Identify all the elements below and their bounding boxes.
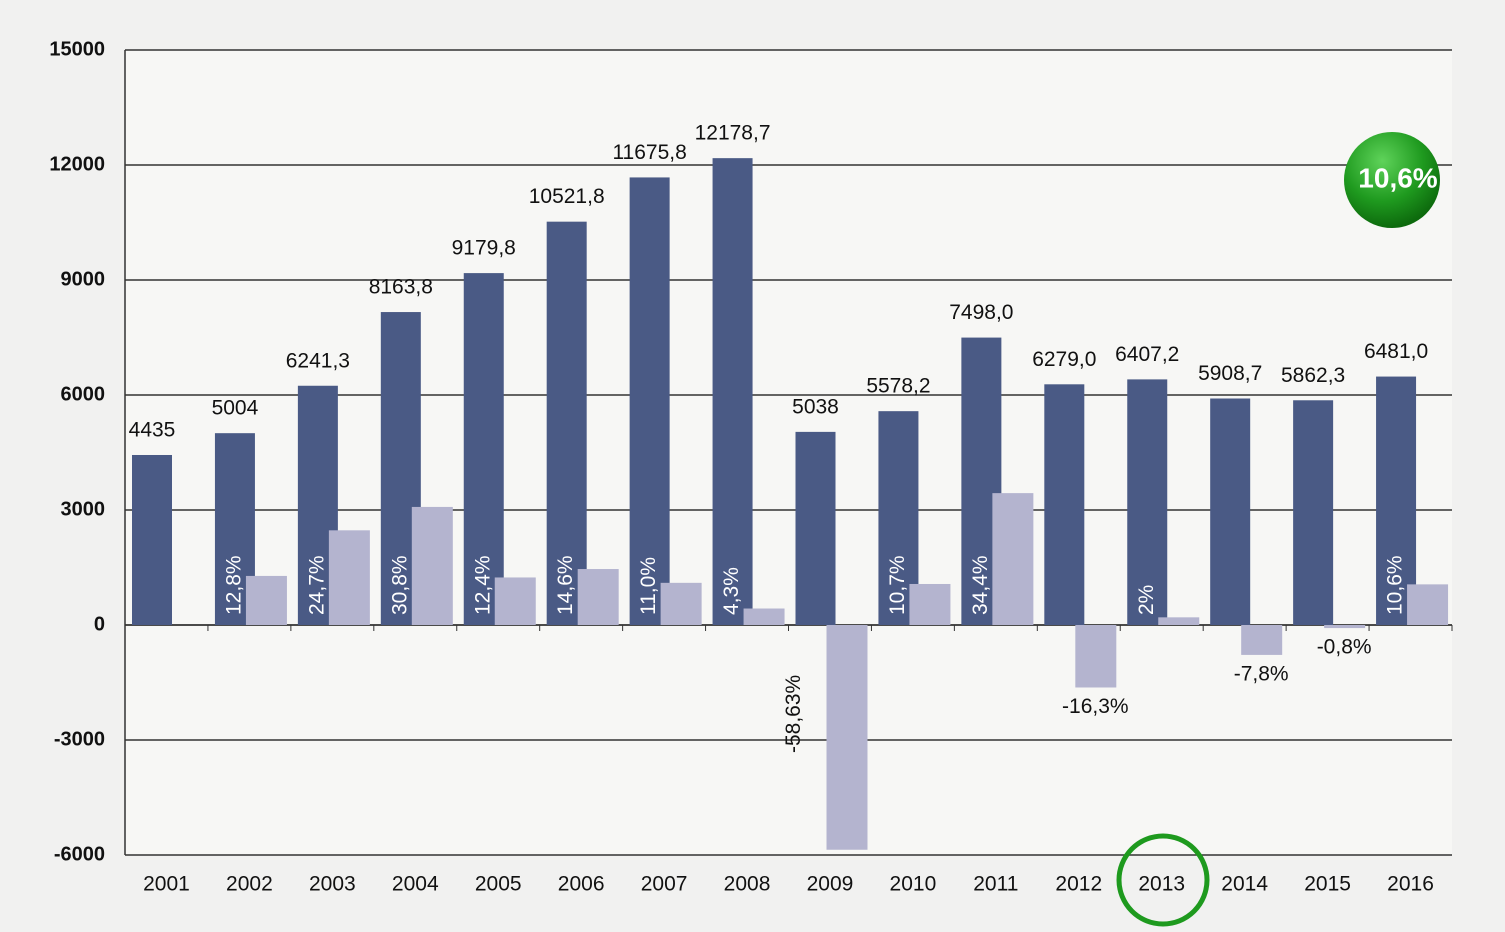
- value-label: -16,3%: [1062, 695, 1129, 718]
- bar: [463, 273, 504, 625]
- bar: [795, 431, 836, 625]
- value-label: 10,7%: [886, 555, 909, 615]
- value-label: 24,7%: [305, 555, 328, 615]
- x-tick-label: 2009: [807, 873, 854, 896]
- x-tick-label: 2007: [641, 873, 688, 896]
- bar: [1158, 617, 1200, 625]
- bar: [328, 530, 370, 625]
- value-label: 11,0%: [637, 557, 660, 615]
- value-label: 9179,8: [452, 237, 516, 260]
- bar: [132, 454, 172, 625]
- y-tick-label: 15000: [49, 38, 105, 60]
- x-tick-label: 2014: [1221, 873, 1268, 896]
- y-tick-label: 6000: [61, 383, 106, 405]
- bar: [1407, 584, 1449, 625]
- x-tick-label: 2011: [973, 873, 1018, 896]
- value-label: -0,8%: [1317, 636, 1372, 659]
- value-label: 6241,3: [286, 349, 350, 372]
- bar: [1210, 398, 1251, 625]
- bar: [1044, 384, 1085, 625]
- value-label: 12,4%: [471, 555, 494, 615]
- bar: [660, 582, 702, 625]
- value-label: -58,63%: [782, 675, 805, 753]
- x-tick-label: 2002: [226, 873, 273, 896]
- x-tick-label: 2008: [724, 873, 771, 896]
- x-tick-label: 2003: [309, 873, 356, 896]
- value-label: 2%: [1135, 585, 1158, 615]
- x-tick-label: 2012: [1055, 873, 1102, 896]
- value-label: 14,6%: [554, 555, 577, 615]
- value-label: 5038: [792, 395, 839, 418]
- badge-label: 10,6%: [1358, 162, 1437, 193]
- bar: [245, 575, 287, 625]
- bar: [743, 608, 785, 625]
- value-label: 5908,7: [1198, 362, 1262, 385]
- bar: [411, 506, 453, 625]
- y-tick-label: 0: [94, 613, 105, 635]
- x-tick-label: 2006: [558, 873, 605, 896]
- bar: [1293, 400, 1334, 625]
- x-tick-label: 2010: [890, 873, 937, 896]
- value-label: 8163,8: [369, 276, 433, 299]
- value-label: 5862,3: [1281, 364, 1345, 387]
- bar: [909, 583, 951, 625]
- value-label: 5004: [212, 397, 259, 420]
- y-tick-label: 9000: [61, 268, 106, 290]
- bar: [712, 158, 753, 625]
- value-label: 7498,0: [949, 301, 1013, 324]
- bar: [494, 577, 536, 625]
- value-label: 10521,8: [529, 185, 605, 208]
- value-label: 11675,8: [612, 141, 686, 164]
- bar: [546, 221, 587, 625]
- value-label: -7,8%: [1234, 662, 1289, 685]
- bar: [992, 493, 1034, 625]
- value-label: 4,3%: [720, 567, 743, 615]
- bar: [1376, 376, 1417, 625]
- x-tick-label: 2016: [1387, 873, 1434, 896]
- x-tick-label: 2005: [475, 873, 522, 896]
- bar: [1324, 625, 1366, 629]
- value-label: 12178,7: [695, 122, 771, 145]
- value-label: 5578,2: [866, 375, 930, 398]
- value-label: 6279,0: [1032, 348, 1096, 371]
- x-tick-label: 2015: [1304, 873, 1351, 896]
- bar: [826, 625, 868, 850]
- y-tick-label: 3000: [61, 498, 106, 520]
- x-tick-label: 2004: [392, 873, 439, 896]
- bar: [1127, 379, 1168, 625]
- y-tick-label: 12000: [49, 153, 105, 175]
- x-tick-label: 2013: [1138, 873, 1185, 896]
- value-label: 10,6%: [1384, 555, 1407, 615]
- y-tick-label: -3000: [54, 728, 105, 750]
- y-tick-label: -6000: [54, 843, 105, 865]
- value-label: 6481,0: [1364, 340, 1428, 363]
- bar: [577, 569, 619, 625]
- badge: [1344, 132, 1440, 228]
- bar: [1075, 625, 1117, 688]
- value-label: 34,4%: [969, 555, 992, 615]
- value-label: 6407,2: [1115, 343, 1179, 366]
- value-label: 12,8%: [222, 555, 245, 615]
- x-tick-label: 2001: [143, 873, 190, 896]
- highlight-ring: [1116, 833, 1210, 927]
- value-label: 4435: [129, 419, 176, 442]
- value-label: 30,8%: [388, 555, 411, 615]
- bar: [629, 177, 670, 625]
- bar: [1241, 625, 1283, 655]
